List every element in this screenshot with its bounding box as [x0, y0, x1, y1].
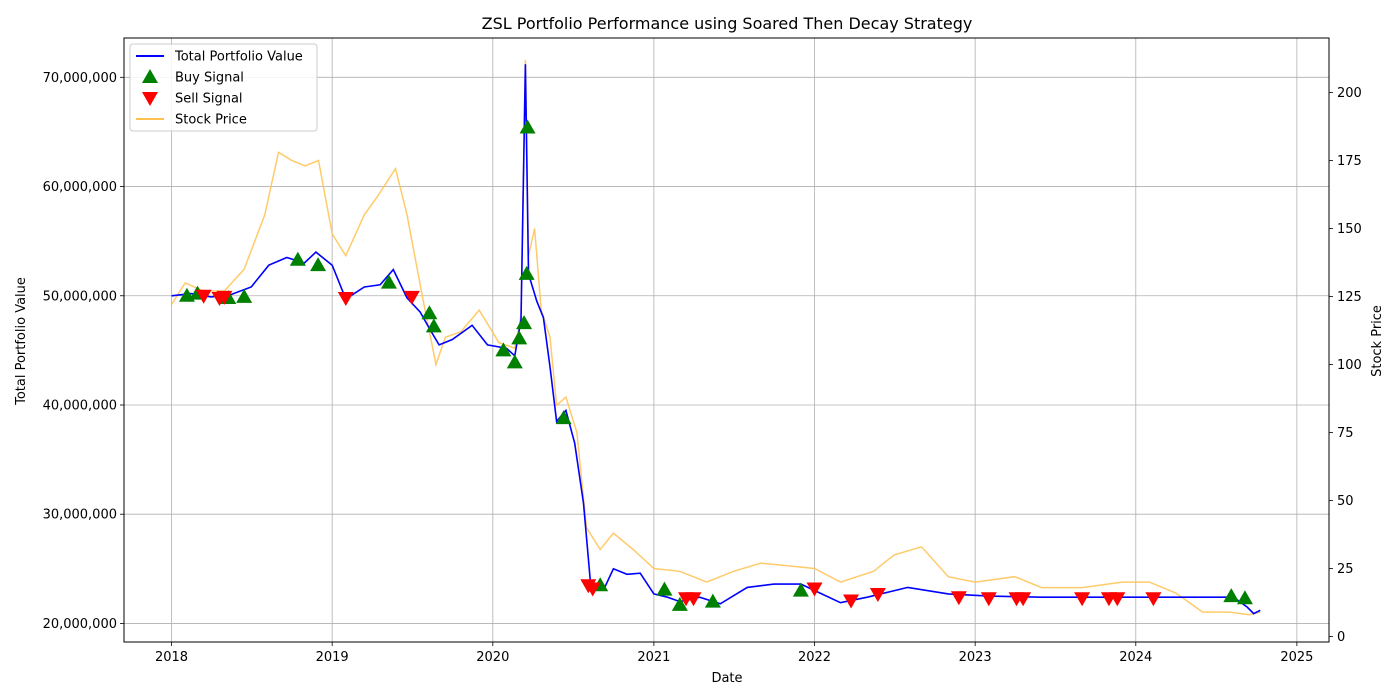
buy-signal-marker [1236, 590, 1253, 605]
sell-signal-marker [1109, 592, 1126, 607]
buy-signal-marker [236, 288, 253, 303]
y-right-tick-label: 50 [1337, 494, 1354, 509]
buy-signal-marker [671, 596, 688, 611]
y-right-tick-label: 125 [1337, 290, 1362, 305]
x-tick-label: 2023 [959, 650, 992, 665]
sell-signal-marker [337, 291, 354, 306]
stock-price-layer [170, 59, 1261, 616]
legend-label: Total Portfolio Value [174, 50, 303, 65]
sell-signal-marker [806, 582, 823, 597]
y-right-tick-label: 200 [1337, 86, 1362, 101]
sell-signal-marker [1074, 592, 1091, 607]
buy-signal-marker [506, 354, 523, 369]
y-left-tick-label: 20,000,000 [43, 617, 117, 632]
y-right-tick-label: 175 [1337, 154, 1362, 169]
legend-label: Buy Signal [175, 71, 244, 86]
sell-signal-marker [980, 592, 997, 607]
x-tick-label: 2022 [798, 650, 831, 665]
x-axis-label: Date [711, 671, 742, 686]
plot-frame [123, 37, 1330, 643]
y-right-axis-label: Stock Price [1370, 305, 1385, 377]
buy-signal-marker [310, 257, 327, 272]
buy-signal-marker [511, 330, 528, 345]
axes: 2018 2019 2020 2021 2022 2023 2024 2025 20,000,0… [43, 71, 1362, 665]
legend-sell-swatch [142, 92, 158, 106]
y-left-axis-label: Total Portfolio Value [14, 277, 29, 406]
y-right-tick-label: 100 [1337, 358, 1362, 373]
x-tick-label: 2019 [316, 650, 349, 665]
sell-signal-marker [584, 582, 601, 597]
y-left-tick-label: 70,000,000 [43, 71, 117, 86]
portfolio-value-line [171, 64, 1261, 615]
x-tick-label: 2025 [1280, 650, 1313, 665]
signal-markers [178, 119, 1253, 611]
chart-title: ZSL Portfolio Performance using Soared T… [482, 14, 973, 33]
x-tick-label: 2018 [155, 650, 188, 665]
x-tick-label: 2020 [476, 650, 509, 665]
y-left-tick-label: 60,000,000 [43, 180, 117, 195]
sell-signal-marker [685, 592, 702, 607]
buy-signal-marker [555, 410, 572, 425]
buy-signal-marker [289, 251, 306, 266]
buy-signal-marker [704, 593, 721, 608]
y-right-tick-label: 150 [1337, 222, 1362, 237]
stock-price-line [170, 59, 1261, 616]
sell-signal-marker [403, 290, 420, 305]
legend-box [129, 43, 318, 132]
buy-signal-marker [380, 274, 397, 289]
buy-signal-marker [519, 119, 536, 134]
buy-signal-marker [656, 581, 673, 596]
buy-signal-marker [792, 582, 809, 597]
grid-lines [124, 38, 1329, 642]
buy-signal-marker [518, 265, 535, 280]
buy-signal-marker [1223, 588, 1240, 603]
sell-signal-marker [1015, 592, 1032, 607]
sell-signal-marker [869, 587, 886, 602]
sell-signal-marker [950, 591, 967, 606]
buy-signal-marker [516, 315, 533, 330]
y-left-tick-label: 40,000,000 [43, 398, 117, 413]
y-right-tick-label: 0 [1337, 630, 1345, 645]
legend-label: Stock Price [175, 113, 247, 128]
y-right-tick-label: 25 [1337, 562, 1354, 577]
x-tick-label: 2021 [637, 650, 670, 665]
legend: Total Portfolio Value Buy Signal Sell Sign… [129, 43, 318, 132]
y-left-tick-label: 50,000,000 [43, 289, 117, 304]
y-right-tick-label: 75 [1337, 426, 1354, 441]
y-left-tick-label: 30,000,000 [43, 508, 117, 523]
buy-signal-marker [425, 318, 442, 333]
sell-signal-marker [843, 594, 860, 609]
x-tick-label: 2024 [1119, 650, 1152, 665]
sell-signal-marker [195, 289, 212, 304]
legend-label: Sell Signal [175, 92, 243, 107]
buy-signal-marker [495, 342, 512, 357]
buy-signal-marker [421, 305, 438, 320]
sell-signal-marker [216, 290, 233, 305]
sell-signal-marker [1145, 592, 1162, 607]
legend-buy-swatch [142, 69, 158, 83]
portfolio-value-layer [171, 64, 1261, 615]
